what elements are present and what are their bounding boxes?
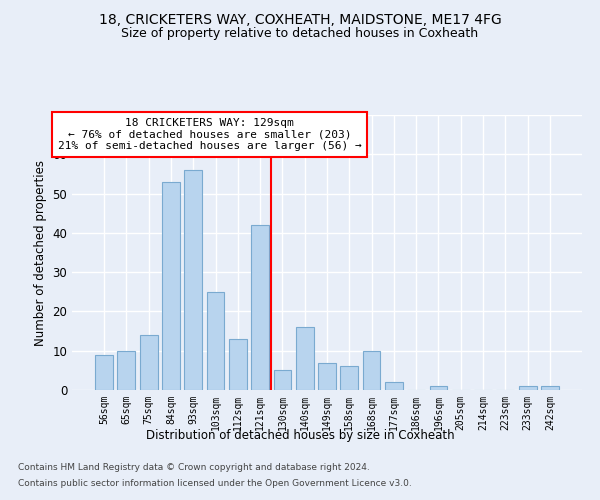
- Bar: [541, 386, 559, 390]
- Bar: [162, 182, 180, 390]
- Bar: [95, 354, 113, 390]
- Bar: [229, 339, 247, 390]
- Bar: [318, 362, 336, 390]
- Bar: [184, 170, 202, 390]
- Bar: [251, 225, 269, 390]
- Bar: [206, 292, 224, 390]
- Bar: [385, 382, 403, 390]
- Y-axis label: Number of detached properties: Number of detached properties: [34, 160, 47, 346]
- Text: Contains HM Land Registry data © Crown copyright and database right 2024.: Contains HM Land Registry data © Crown c…: [18, 464, 370, 472]
- Bar: [296, 327, 314, 390]
- Bar: [118, 350, 136, 390]
- Text: Contains public sector information licensed under the Open Government Licence v3: Contains public sector information licen…: [18, 478, 412, 488]
- Bar: [362, 350, 380, 390]
- Bar: [140, 335, 158, 390]
- Text: 18, CRICKETERS WAY, COXHEATH, MAIDSTONE, ME17 4FG: 18, CRICKETERS WAY, COXHEATH, MAIDSTONE,…: [98, 12, 502, 26]
- Bar: [274, 370, 292, 390]
- Bar: [430, 386, 448, 390]
- Text: Distribution of detached houses by size in Coxheath: Distribution of detached houses by size …: [146, 428, 454, 442]
- Text: 18 CRICKETERS WAY: 129sqm
← 76% of detached houses are smaller (203)
21% of semi: 18 CRICKETERS WAY: 129sqm ← 76% of detac…: [58, 118, 362, 151]
- Bar: [340, 366, 358, 390]
- Bar: [518, 386, 536, 390]
- Text: Size of property relative to detached houses in Coxheath: Size of property relative to detached ho…: [121, 28, 479, 40]
